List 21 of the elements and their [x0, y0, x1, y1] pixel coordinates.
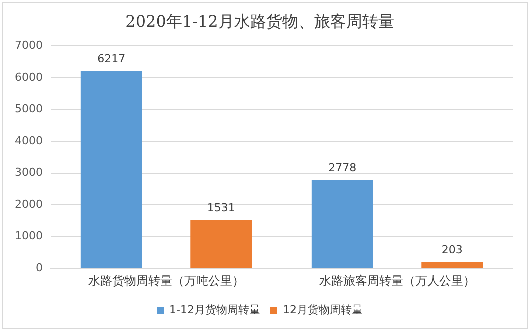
data-label: 1531	[207, 201, 236, 214]
bar	[312, 180, 374, 268]
y-tick-label: 5000	[14, 102, 43, 116]
data-label: 203	[442, 244, 463, 257]
bar	[190, 220, 252, 268]
y-tick-label: 3000	[14, 166, 43, 180]
y-tick-label: 2000	[14, 198, 43, 211]
bar	[422, 262, 484, 268]
y-tick-label: 4000	[14, 134, 43, 148]
y-tick-label: 1000	[14, 230, 43, 243]
data-label: 6217	[98, 52, 126, 66]
bar	[80, 71, 142, 268]
x-tick-label: 水路旅客周转量（万人公里）	[320, 274, 476, 288]
x-tick-label: 水路货物周转量（万吨公里）	[88, 274, 244, 288]
legend-label: 12月货物周转量	[282, 303, 363, 316]
y-tick-label: 6000	[14, 70, 43, 84]
y-tick-label: 0	[36, 261, 43, 274]
data-label: 2778	[328, 162, 357, 175]
legend-label: 1-12月货物周转量	[170, 303, 260, 316]
chart-title: 2020年1-12月水路货物、旅客周转量	[126, 12, 394, 31]
y-tick-label: 7000	[14, 39, 43, 52]
